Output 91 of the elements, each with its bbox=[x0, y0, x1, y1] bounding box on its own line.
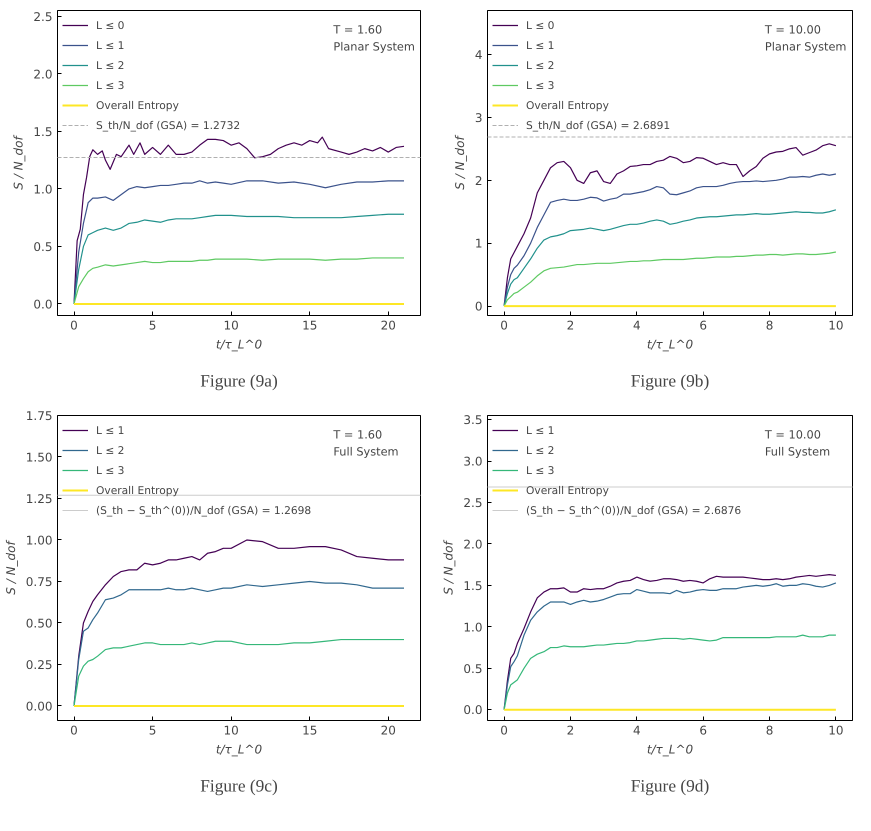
x-tick-label: 15 bbox=[302, 318, 318, 332]
y-tick-label: 0.25 bbox=[26, 658, 52, 672]
x-tick-label: 0 bbox=[70, 318, 78, 332]
x-tick-label: 2 bbox=[566, 318, 574, 332]
legend-label: L ≤ 3 bbox=[96, 78, 124, 92]
y-tick-label: 1.0 bbox=[463, 620, 483, 634]
text: Figure (9a) bbox=[200, 372, 278, 390]
x-tick-label: 10 bbox=[224, 724, 239, 738]
y-tick-label: 3.5 bbox=[463, 413, 483, 428]
legend-label: L ≤ 2 bbox=[96, 444, 124, 456]
legend-label: Overall Entropy bbox=[526, 484, 609, 496]
y-tick-label: 1.25 bbox=[26, 492, 52, 506]
annotation: Planar System bbox=[333, 39, 415, 54]
y-tick-label: 0.75 bbox=[26, 574, 52, 589]
x-tick-label: 0 bbox=[500, 724, 508, 738]
legend-label: (S_th − S_th^(0))/N_dof (GSA) = 1.2698 bbox=[96, 504, 312, 516]
y-tick-label: 2 bbox=[474, 174, 483, 188]
annotation: T = 1.60 bbox=[332, 428, 382, 442]
x-axis-title: t/τ_L^0 bbox=[646, 338, 694, 352]
text: Figure (9b) bbox=[630, 372, 710, 390]
legend-label: L ≤ 2 bbox=[96, 58, 124, 72]
text: Figure (9d) bbox=[630, 776, 710, 796]
legend-label: Overall Entropy bbox=[96, 484, 179, 496]
legend-label: (S_th − S_th^(0))/N_dof (GSA) = 2.6876 bbox=[526, 504, 742, 516]
legend-label: L ≤ 1 bbox=[526, 38, 554, 52]
legend-label: L ≤ 2 bbox=[526, 444, 554, 456]
legend-label: L ≤ 1 bbox=[96, 424, 124, 436]
x-tick-label: 8 bbox=[766, 318, 774, 332]
x-tick-label: 4 bbox=[633, 318, 641, 332]
annotation: T = 1.60 bbox=[332, 22, 382, 37]
legend-label: Overall Entropy bbox=[96, 98, 179, 112]
y-tick-label: 1.5 bbox=[463, 578, 483, 593]
legend-label: L ≤ 2 bbox=[526, 58, 554, 72]
y-tick-label: 1.50 bbox=[26, 450, 52, 464]
x-axis-title: t/τ_L^0 bbox=[646, 742, 694, 756]
y-tick-label: 0.0 bbox=[33, 297, 53, 312]
y-axis-title: S / N_dof bbox=[4, 540, 18, 595]
text: Figure (9c) bbox=[200, 776, 278, 796]
y-tick-label: 2.0 bbox=[33, 67, 53, 82]
x-tick-label: 2 bbox=[566, 724, 574, 738]
y-tick-label: 2.0 bbox=[463, 537, 483, 552]
x-axis-title: t/τ_L^0 bbox=[216, 742, 263, 756]
legend-label: L ≤ 3 bbox=[526, 464, 554, 476]
legend-label: L ≤ 3 bbox=[96, 464, 124, 476]
y-tick-label: 0 bbox=[474, 300, 483, 314]
y-tick-label: 0.50 bbox=[26, 616, 52, 630]
legend-label: L ≤ 1 bbox=[96, 38, 124, 52]
legend-label: L ≤ 3 bbox=[526, 78, 554, 92]
y-axis-title: S / N_dof bbox=[441, 540, 456, 595]
annotation: T = 10.00 bbox=[764, 428, 821, 442]
y-tick-label: 2.5 bbox=[33, 10, 53, 24]
legend-label: S_th/N_dof (GSA) = 2.6891 bbox=[526, 118, 670, 132]
annotation: Planar System bbox=[764, 39, 846, 54]
x-tick-label: 10 bbox=[224, 318, 239, 332]
x-axis-title: t/τ_L^0 bbox=[216, 338, 263, 352]
x-tick-label: 5 bbox=[148, 724, 156, 738]
y-tick-label: 1 bbox=[474, 236, 483, 251]
y-tick-label: 0.0 bbox=[463, 703, 483, 718]
x-tick-label: 6 bbox=[699, 318, 708, 332]
legend-label: L ≤ 0 bbox=[526, 18, 554, 32]
x-tick-label: 15 bbox=[302, 724, 318, 738]
y-tick-label: 1.0 bbox=[33, 182, 53, 196]
annotation: T = 10.00 bbox=[764, 22, 821, 37]
y-tick-label: 4 bbox=[474, 48, 483, 62]
annotation: Full System bbox=[333, 444, 399, 458]
x-tick-label: 10 bbox=[828, 724, 844, 738]
x-tick-label: 8 bbox=[766, 724, 774, 738]
x-tick-label: 20 bbox=[380, 318, 396, 332]
y-tick-label: 0.5 bbox=[33, 240, 53, 254]
y-axis-title: S / N_dof bbox=[452, 134, 467, 190]
legend-label: L ≤ 0 bbox=[96, 18, 124, 32]
x-tick-label: 4 bbox=[633, 724, 641, 738]
y-tick-label: 3 bbox=[474, 110, 483, 125]
y-tick-label: 0.00 bbox=[26, 699, 52, 714]
x-tick-label: 0 bbox=[500, 318, 508, 332]
y-tick-label: 2.5 bbox=[463, 496, 483, 510]
y-axis-title: S / N_dof bbox=[11, 134, 26, 190]
x-tick-label: 20 bbox=[380, 724, 396, 738]
x-tick-label: 6 bbox=[699, 724, 708, 738]
legend-label: L ≤ 1 bbox=[526, 424, 554, 436]
x-tick-label: 10 bbox=[828, 318, 844, 332]
y-tick-label: 1.75 bbox=[26, 409, 52, 423]
legend-label: Overall Entropy bbox=[526, 98, 609, 112]
x-tick-label: 0 bbox=[70, 724, 78, 738]
y-tick-label: 1.5 bbox=[33, 124, 53, 139]
y-tick-label: 1.00 bbox=[26, 533, 52, 548]
legend-label: S_th/N_dof (GSA) = 1.2732 bbox=[96, 118, 240, 132]
x-tick-label: 5 bbox=[148, 318, 156, 332]
y-tick-label: 0.5 bbox=[463, 662, 483, 676]
annotation: Full System bbox=[764, 444, 830, 458]
y-tick-label: 3.0 bbox=[463, 454, 483, 469]
